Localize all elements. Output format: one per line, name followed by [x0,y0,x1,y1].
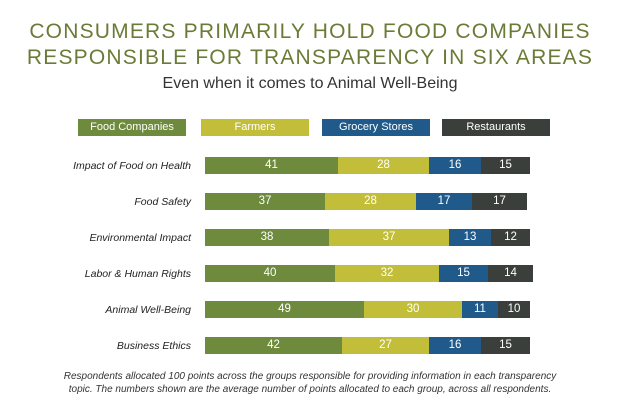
chart-title-line1: CONSUMERS PRIMARILY HOLD FOOD COMPANIES [29,20,591,43]
category-label: Impact of Food on Health [73,160,191,172]
bar-segment-farmers: 30 [364,301,462,318]
bar-segment-food-companies: 38 [205,229,329,246]
category-label: Animal Well-Being [105,304,191,316]
category-label: Labor & Human Rights [84,268,191,280]
bar-segment-restaurants: 17 [472,193,527,210]
bar-segment-grocery-stores: 13 [449,229,491,246]
bar-segment-restaurants: 15 [481,157,530,174]
bar-segment-food-companies: 49 [205,301,364,318]
category-label: Environmental Impact [89,232,191,244]
bar-segment-farmers: 28 [338,157,429,174]
bar-segment-farmers: 32 [335,265,439,282]
legend-restaurants: Restaurants [442,119,550,136]
bar-segment-restaurants: 14 [488,265,533,282]
bar-segment-farmers: 37 [329,229,449,246]
bar-segment-grocery-stores: 16 [429,337,481,354]
top-decorative-strip [0,0,620,6]
category-label: Business Ethics [116,340,191,352]
bar-segment-food-companies: 41 [205,157,338,174]
bar-segment-restaurants: 15 [481,337,530,354]
bar-segment-grocery-stores: 17 [416,193,472,210]
bar-segment-restaurants: 12 [491,229,530,246]
legend-food-companies: Food Companies [78,119,186,136]
bar-segment-grocery-stores: 11 [462,301,498,318]
legend-farmers: Farmers [201,119,309,136]
bar-segment-food-companies: 42 [205,337,342,354]
legend-grocery-stores: Grocery Stores [322,119,430,136]
category-label: Food Safety [134,196,191,208]
bar-segment-farmers: 28 [325,193,416,210]
bar-segment-restaurants: 10 [498,301,530,318]
footnote-line2: topic. The numbers shown are the average… [68,384,552,395]
chart-title-line2: RESPONSIBLE FOR TRANSPARENCY IN SIX AREA… [26,46,594,69]
footnote-line1: Respondents allocated 100 points across … [63,371,557,382]
bar-segment-grocery-stores: 15 [439,265,488,282]
bar-segment-grocery-stores: 16 [429,157,481,174]
bar-segment-food-companies: 40 [205,265,335,282]
bar-segment-food-companies: 37 [205,193,325,210]
bar-segment-farmers: 27 [342,337,429,354]
chart-subtitle: Even when it comes to Animal Well-Being [162,75,458,92]
